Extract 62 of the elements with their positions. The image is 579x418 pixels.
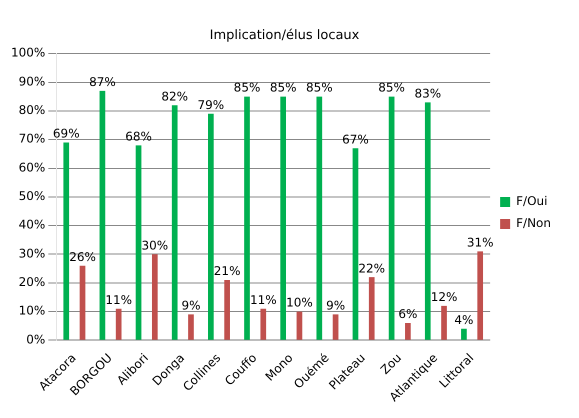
data-label: 67%: [342, 132, 369, 146]
data-label: 85%: [234, 80, 260, 95]
y-tick-label: 30%: [18, 246, 46, 260]
y-tick-label: 80%: [18, 103, 46, 118]
bar: [316, 96, 322, 340]
bar: [152, 254, 158, 340]
legend-label: F/Oui: [516, 194, 548, 208]
bar: [388, 96, 394, 340]
data-label: 31%: [466, 236, 494, 250]
y-tick-label: 50%: [18, 189, 46, 204]
data-label: 85%: [270, 80, 296, 95]
bar: [280, 96, 286, 340]
data-label: 69%: [52, 126, 80, 141]
bar: [352, 148, 358, 340]
data-label: 83%: [414, 86, 442, 100]
y-tick-label: 0%: [26, 332, 46, 346]
bar: [461, 328, 467, 340]
y-tick-label: 40%: [18, 218, 46, 232]
bar: [244, 96, 250, 340]
data-label: 82%: [161, 89, 188, 104]
bar: [260, 308, 266, 340]
bar: [208, 114, 214, 340]
bar: [188, 314, 194, 340]
y-tick-label: 100%: [10, 46, 46, 60]
data-label: 22%: [358, 261, 386, 276]
bar: [80, 266, 86, 340]
data-label: 9%: [181, 298, 200, 313]
y-tick-label: 70%: [18, 132, 46, 146]
bar: [136, 145, 142, 340]
bar: [116, 308, 122, 340]
bar: [100, 90, 106, 340]
bar: [424, 102, 431, 340]
chart-title: Implication/élus locaux: [210, 28, 360, 44]
data-label: 87%: [89, 74, 116, 89]
data-label: 9%: [326, 298, 346, 313]
data-label: 30%: [141, 238, 168, 252]
data-label: 11%: [250, 292, 277, 307]
bar: [172, 105, 178, 340]
bar: [332, 314, 338, 340]
y-tick-label: 60%: [18, 160, 46, 174]
data-label: 11%: [105, 292, 132, 307]
data-label: 6%: [398, 307, 418, 322]
data-label: 85%: [378, 80, 405, 95]
y-tick-label: 10%: [18, 304, 46, 318]
bar: [441, 306, 447, 340]
bar: [63, 142, 70, 340]
data-label: 10%: [286, 296, 313, 310]
data-label: 26%: [69, 250, 96, 264]
bar: [368, 277, 375, 340]
data-label: 85%: [306, 80, 333, 95]
y-tick-label: 90%: [18, 74, 46, 88]
legend-label: F/Non: [516, 216, 552, 230]
data-label: 4%: [454, 312, 474, 327]
data-label: 12%: [430, 290, 458, 304]
data-label: 68%: [125, 129, 152, 144]
bar: [224, 280, 230, 340]
bar: [296, 312, 302, 340]
y-tick-label: 20%: [18, 275, 46, 290]
data-label: 21%: [214, 264, 240, 278]
data-label: 79%: [198, 98, 224, 112]
bar: [477, 251, 484, 340]
bar: [405, 323, 411, 340]
